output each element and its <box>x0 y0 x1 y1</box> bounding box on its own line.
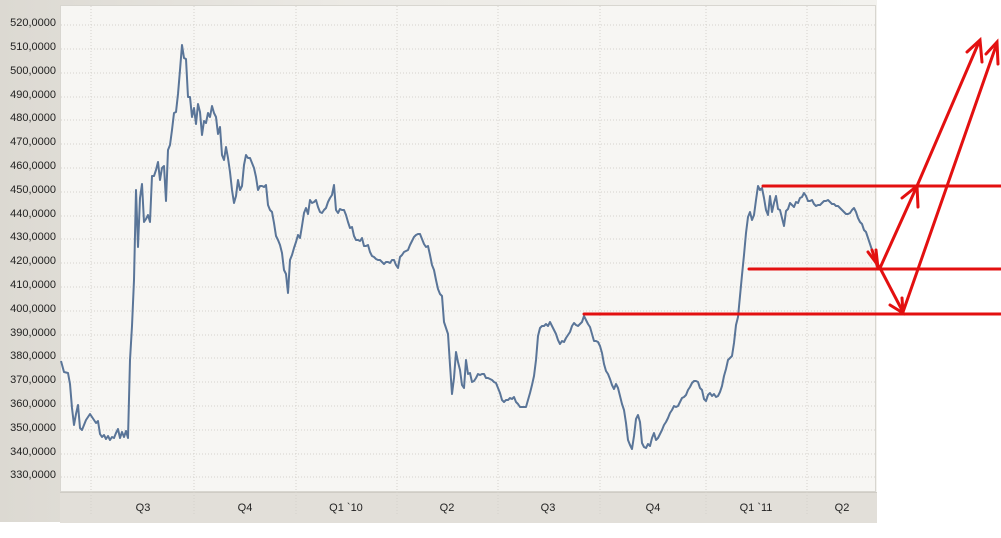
arrow-up-long-1-shaft <box>915 40 981 188</box>
arrow-head-up-1-icon <box>900 182 920 209</box>
y-tick: 490,0000 <box>10 89 56 101</box>
y-tick: 480,0000 <box>10 112 56 124</box>
y-tick: 330,0000 <box>10 469 56 481</box>
x-tick: Q3 <box>540 502 556 514</box>
y-tick: 500,0000 <box>10 65 56 77</box>
arrow-head-up-long-1-icon <box>965 36 984 64</box>
y-tick: 400,0000 <box>10 303 56 315</box>
annotation-lines <box>582 40 1001 316</box>
y-tick: 460,0000 <box>10 160 56 172</box>
x-tick: Q4 <box>645 502 661 514</box>
arrow-head-down-1-icon <box>870 248 880 269</box>
arrow-heads <box>870 36 1000 316</box>
price-line <box>60 44 877 450</box>
x-tick: Q1 `11 <box>739 502 773 514</box>
y-tick: 520,0000 <box>10 17 56 29</box>
gridlines <box>61 6 875 515</box>
x-tick: Q3 <box>135 502 151 514</box>
arrow-up-long-2-shaft <box>901 41 999 314</box>
y-tick: 450,0000 <box>10 184 56 196</box>
arrow-head-up-long-2-icon <box>984 38 1000 66</box>
x-tick: Q2 <box>834 502 850 514</box>
y-tick: 410,0000 <box>10 279 56 291</box>
y-tick: 360,0000 <box>10 398 56 410</box>
x-axis-band <box>60 492 877 523</box>
y-tick: 340,0000 <box>10 446 56 458</box>
plot-area <box>60 5 876 492</box>
y-tick: 380,0000 <box>10 350 56 362</box>
y-tick: 440,0000 <box>10 208 56 220</box>
y-tick: 350,0000 <box>10 422 56 434</box>
x-tick: Q1 `10 <box>329 502 363 514</box>
arrow-head-down-2-icon <box>888 296 905 316</box>
arrow-down-2-shaft <box>878 266 905 314</box>
y-tick: 510,0000 <box>10 41 56 53</box>
x-tick: Q4 <box>237 502 253 514</box>
x-tick: Q2 <box>439 502 455 514</box>
y-tick: 470,0000 <box>10 136 56 148</box>
arrow-up-1-shaft <box>878 184 919 270</box>
y-tick: 420,0000 <box>10 255 56 267</box>
y-tick: 430,0000 <box>10 231 56 243</box>
y-tick: 370,0000 <box>10 374 56 386</box>
y-tick: 390,0000 <box>10 327 56 339</box>
